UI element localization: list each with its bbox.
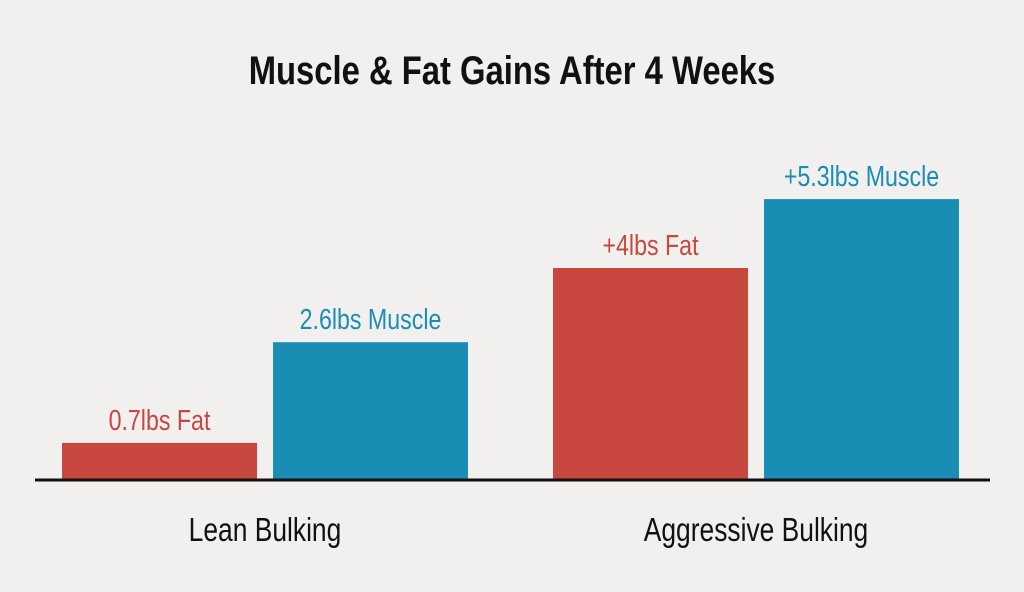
data-label-fat-1: +4lbs Fat xyxy=(602,228,699,261)
bar-muscle-1 xyxy=(764,199,959,480)
data-label-muscle-0: 2.6lbs Muscle xyxy=(300,303,442,336)
data-label-fat-0: 0.7lbs Fat xyxy=(109,403,211,436)
category-label-0: Lean Bulking xyxy=(189,512,342,548)
bar-fat-0 xyxy=(62,442,257,480)
category-label-1: Aggressive Bulking xyxy=(644,512,868,548)
data-label-muscle-1: +5.3lbs Muscle xyxy=(784,160,939,193)
chart-title: Muscle & Fat Gains After 4 Weeks xyxy=(249,48,776,93)
bar-fat-1 xyxy=(553,268,748,480)
bar-muscle-0 xyxy=(273,342,468,480)
